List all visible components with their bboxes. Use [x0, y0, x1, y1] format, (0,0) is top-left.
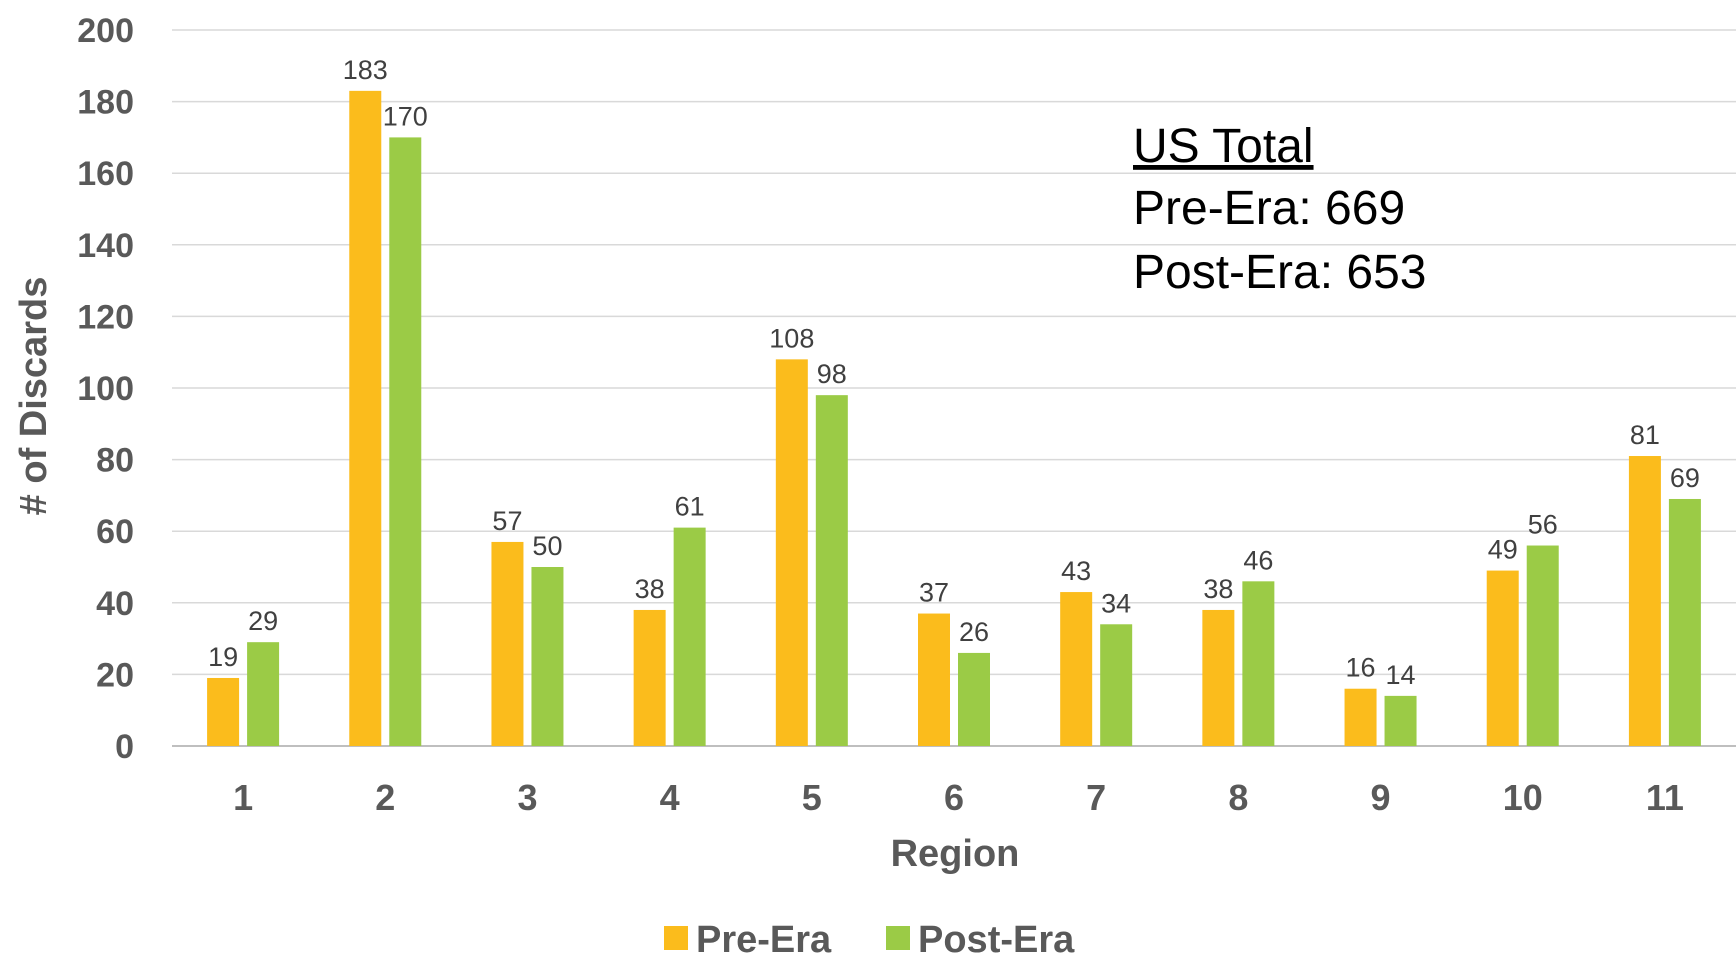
x-tick-label: 6: [944, 777, 964, 818]
x-axis-ticks: 1 2 3 4 5 6 7 8 9 10 11: [233, 777, 1684, 818]
bar-pre-era-region-1: [207, 677, 240, 746]
y-tick-label: 200: [77, 12, 134, 50]
x-tick-label: 3: [517, 777, 537, 818]
y-tick-label: 0: [115, 728, 134, 766]
annotation-title: US Total: [1133, 120, 1314, 173]
y-tick-label: 160: [77, 155, 134, 193]
bars: [207, 90, 1701, 747]
x-tick-label: 2: [375, 777, 395, 818]
data-label-pre-era-region-8: 38: [1203, 574, 1233, 604]
data-label-post-era-region-9: 14: [1386, 660, 1416, 690]
y-tick-label: 100: [77, 370, 134, 408]
bar-post-era-region-3: [531, 567, 564, 746]
x-tick-label: 1: [233, 777, 253, 818]
x-tick-label: 10: [1503, 777, 1543, 818]
data-label-post-era-region-5: 98: [817, 359, 847, 389]
data-label-pre-era-region-7: 43: [1061, 556, 1091, 586]
data-label-post-era-region-11: 69: [1670, 463, 1700, 493]
legend-swatch-post-era: [886, 926, 910, 950]
y-tick-label: 40: [96, 585, 134, 623]
y-tick-label: 80: [96, 442, 134, 480]
legend-label-pre-era: Pre-Era: [696, 919, 832, 958]
bar-post-era-region-8: [1242, 581, 1275, 746]
bar-pre-era-region-6: [918, 613, 950, 746]
bar-post-era-region-7: [1100, 624, 1133, 746]
x-axis-title: Region: [891, 833, 1020, 875]
annotation-box: US Total Pre-Era: 669 Post-Era: 653: [1133, 120, 1426, 299]
data-label-pre-era-region-6: 37: [919, 578, 949, 608]
data-label-pre-era-region-11: 81: [1630, 420, 1660, 450]
gridlines: [172, 29, 1736, 747]
data-label-post-era-region-4: 61: [675, 492, 705, 522]
legend: Pre-Era Post-Era: [664, 919, 1075, 958]
data-label-post-era-region-7: 34: [1101, 588, 1131, 618]
bar-pre-era-region-3: [491, 541, 524, 746]
x-tick-label: 9: [1371, 777, 1391, 818]
y-tick-label: 180: [77, 84, 134, 122]
bar-pre-era-region-4: [633, 609, 666, 746]
y-tick-label: 20: [96, 656, 134, 694]
data-label-pre-era-region-3: 57: [492, 506, 522, 536]
bar-pre-era-region-2: [349, 90, 382, 747]
data-label-post-era-region-10: 56: [1528, 510, 1558, 540]
bar-pre-era-region-9: [1344, 688, 1377, 746]
data-label-post-era-region-6: 26: [959, 617, 989, 647]
x-tick-label: 8: [1228, 777, 1248, 818]
bar-post-era-region-4: [673, 527, 706, 746]
legend-label-post-era: Post-Era: [918, 919, 1075, 958]
bar-post-era-region-2: [389, 137, 422, 746]
data-label-post-era-region-2: 170: [383, 101, 428, 131]
annotation-line-pre: Pre-Era: 669: [1133, 182, 1405, 235]
x-tick-label: 7: [1086, 777, 1106, 818]
y-tick-label: 140: [77, 227, 134, 265]
x-tick-label: 11: [1646, 777, 1684, 818]
data-label-pre-era-region-9: 16: [1346, 653, 1376, 683]
data-label-pre-era-region-2: 183: [343, 55, 388, 85]
bar-post-era-region-11: [1668, 498, 1701, 746]
bar-pre-era-region-5: [775, 359, 808, 746]
y-tick-label: 60: [96, 513, 134, 551]
data-label-pre-era-region-5: 108: [769, 323, 814, 353]
bar-post-era-region-6: [958, 652, 990, 746]
y-axis-title: # of Discards: [13, 277, 55, 516]
bar-pre-era-region-8: [1202, 609, 1235, 746]
data-label-pre-era-region-1: 19: [208, 642, 238, 672]
bar-post-era-region-5: [815, 395, 848, 746]
data-label-pre-era-region-4: 38: [635, 574, 665, 604]
legend-swatch-pre-era: [664, 926, 688, 950]
data-label-pre-era-region-10: 49: [1488, 535, 1518, 565]
data-label-post-era-region-1: 29: [248, 606, 278, 636]
x-tick-label: 4: [660, 777, 680, 818]
bar-pre-era-region-11: [1628, 456, 1661, 746]
bar-post-era-region-10: [1526, 545, 1559, 746]
y-tick-label: 120: [77, 298, 134, 336]
data-label-post-era-region-3: 50: [532, 531, 562, 561]
bar-pre-era-region-10: [1486, 570, 1519, 746]
bar-pre-era-region-7: [1060, 592, 1093, 746]
data-label-post-era-region-8: 46: [1243, 545, 1273, 575]
annotation-line-post: Post-Era: 653: [1133, 246, 1426, 299]
y-axis-ticks: 0 20 40 60 80 100 120 140 160 180 200: [77, 12, 134, 766]
bar-post-era-region-1: [247, 642, 280, 746]
x-tick-label: 5: [802, 777, 822, 818]
bar-post-era-region-9: [1384, 695, 1417, 746]
